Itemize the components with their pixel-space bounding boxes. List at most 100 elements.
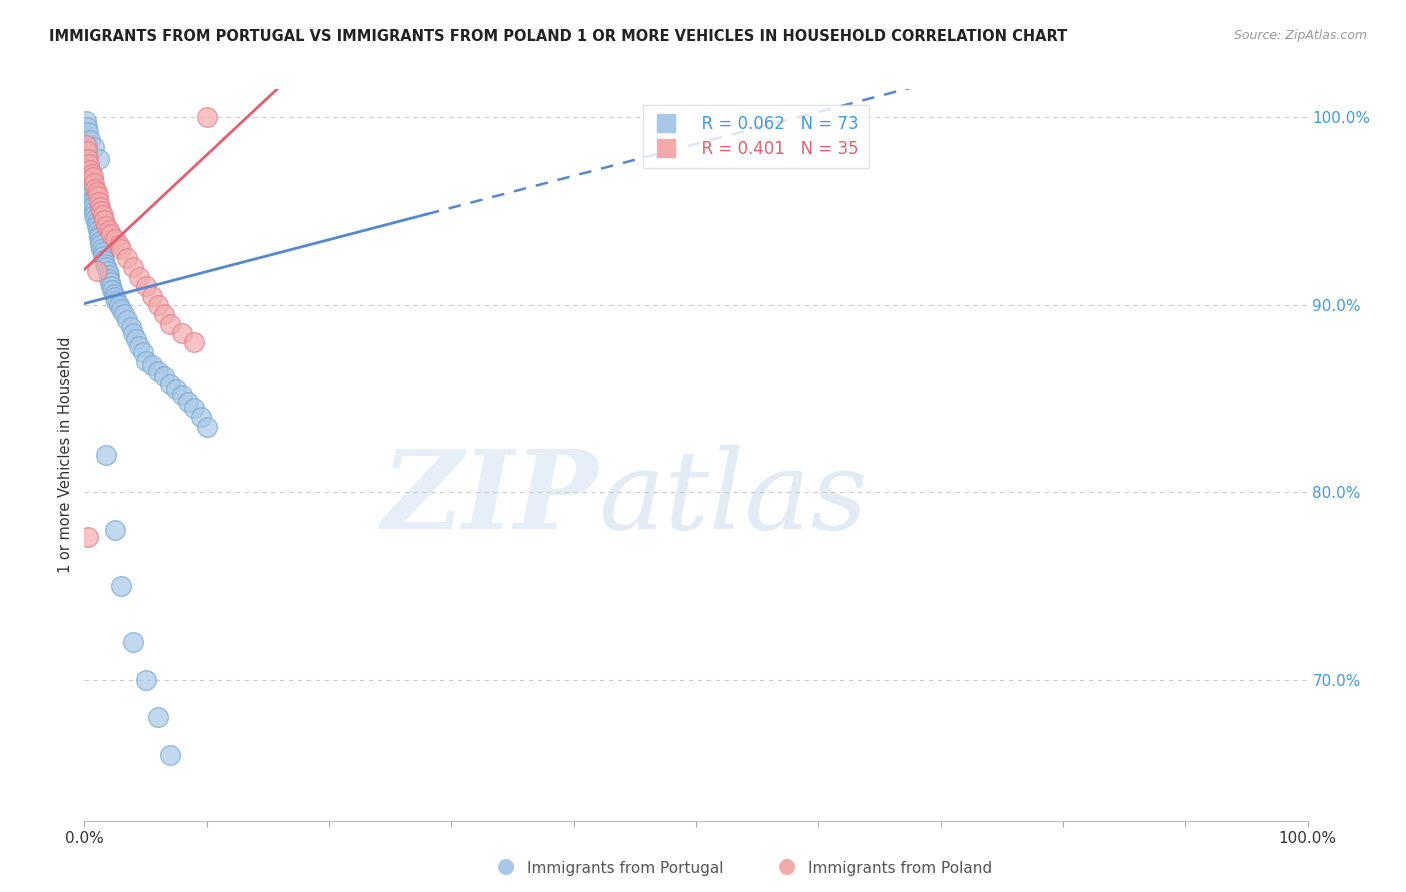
Point: [135, 673, 157, 687]
Text: ZIP: ZIP: [381, 445, 598, 552]
Point: [87, 230, 110, 244]
Point: [110, 242, 132, 256]
Point: [159, 747, 181, 762]
Point: [132, 344, 155, 359]
Point: [115, 251, 138, 265]
Point: [177, 395, 200, 409]
Point: [87, 223, 110, 237]
Point: [75, 129, 97, 144]
Point: [96, 260, 118, 275]
Point: [76, 120, 98, 134]
Point: [96, 448, 118, 462]
Point: [87, 152, 110, 166]
Point: [86, 186, 108, 200]
Point: [77, 157, 100, 171]
Point: [84, 181, 107, 195]
Point: [93, 252, 115, 267]
Point: [165, 382, 187, 396]
Point: [90, 204, 112, 219]
Point: [115, 313, 138, 327]
Point: [80, 167, 103, 181]
Point: [87, 227, 110, 241]
Point: [77, 531, 100, 545]
Point: [91, 249, 114, 263]
Point: [128, 339, 150, 353]
Point: [86, 219, 108, 233]
Point: [91, 208, 114, 222]
Point: [135, 279, 157, 293]
Point: [77, 167, 100, 181]
Text: ●: ●: [779, 856, 796, 876]
Point: [82, 200, 104, 214]
Point: [159, 376, 181, 391]
Point: [146, 363, 169, 377]
Point: [183, 335, 205, 350]
Point: [104, 523, 127, 537]
Point: [96, 219, 118, 233]
Point: [195, 111, 218, 125]
Text: Immigrants from Portugal: Immigrants from Portugal: [527, 861, 724, 876]
Point: [82, 170, 104, 185]
Point: [79, 162, 101, 177]
Legend:   R = 0.062   N = 73,   R = 0.401   N = 35: R = 0.062 N = 73, R = 0.401 N = 35: [643, 105, 869, 168]
Point: [103, 286, 125, 301]
Point: [100, 227, 122, 241]
Point: [89, 234, 111, 248]
Text: atlas: atlas: [598, 445, 868, 552]
Point: [89, 200, 111, 214]
Point: [84, 211, 107, 226]
Point: [83, 140, 105, 154]
Point: [77, 162, 100, 177]
Point: [79, 189, 101, 203]
Point: [195, 419, 218, 434]
Point: [79, 133, 101, 147]
Point: [86, 264, 108, 278]
Point: [110, 579, 132, 593]
Point: [141, 288, 163, 302]
Point: [93, 213, 115, 227]
Point: [80, 194, 103, 209]
Point: [75, 114, 97, 128]
Point: [77, 152, 100, 166]
Point: [76, 144, 98, 158]
Text: IMMIGRANTS FROM PORTUGAL VS IMMIGRANTS FROM POLAND 1 OR MORE VEHICLES IN HOUSEHO: IMMIGRANTS FROM PORTUGAL VS IMMIGRANTS F…: [49, 29, 1067, 44]
Point: [87, 194, 110, 209]
Point: [122, 260, 145, 275]
Point: [83, 176, 105, 190]
Point: [98, 276, 121, 290]
Point: [77, 176, 100, 190]
Point: [101, 283, 124, 297]
Point: [112, 307, 135, 321]
Point: [83, 204, 105, 219]
Point: [128, 269, 150, 284]
Point: [107, 298, 129, 312]
Point: [82, 198, 104, 212]
Point: [122, 635, 145, 649]
Point: [77, 157, 100, 171]
Text: Source: ZipAtlas.com: Source: ZipAtlas.com: [1233, 29, 1367, 42]
Point: [153, 369, 176, 384]
Point: [90, 242, 112, 256]
Point: [97, 264, 120, 278]
Point: [110, 301, 132, 316]
Point: [135, 354, 157, 368]
Point: [94, 257, 117, 271]
Point: [91, 245, 114, 260]
Point: [122, 326, 145, 340]
Point: [100, 279, 122, 293]
Point: [97, 223, 120, 237]
Point: [76, 138, 98, 153]
Text: Immigrants from Poland: Immigrants from Poland: [808, 861, 993, 876]
Point: [153, 307, 176, 321]
Point: [190, 410, 212, 425]
Point: [172, 326, 194, 340]
Point: [83, 208, 105, 222]
Point: [80, 193, 103, 207]
Point: [172, 388, 194, 402]
Point: [107, 238, 129, 252]
Point: [79, 181, 101, 195]
Point: [104, 232, 127, 246]
Point: [125, 332, 148, 346]
Point: [76, 152, 98, 166]
Point: [141, 358, 163, 372]
